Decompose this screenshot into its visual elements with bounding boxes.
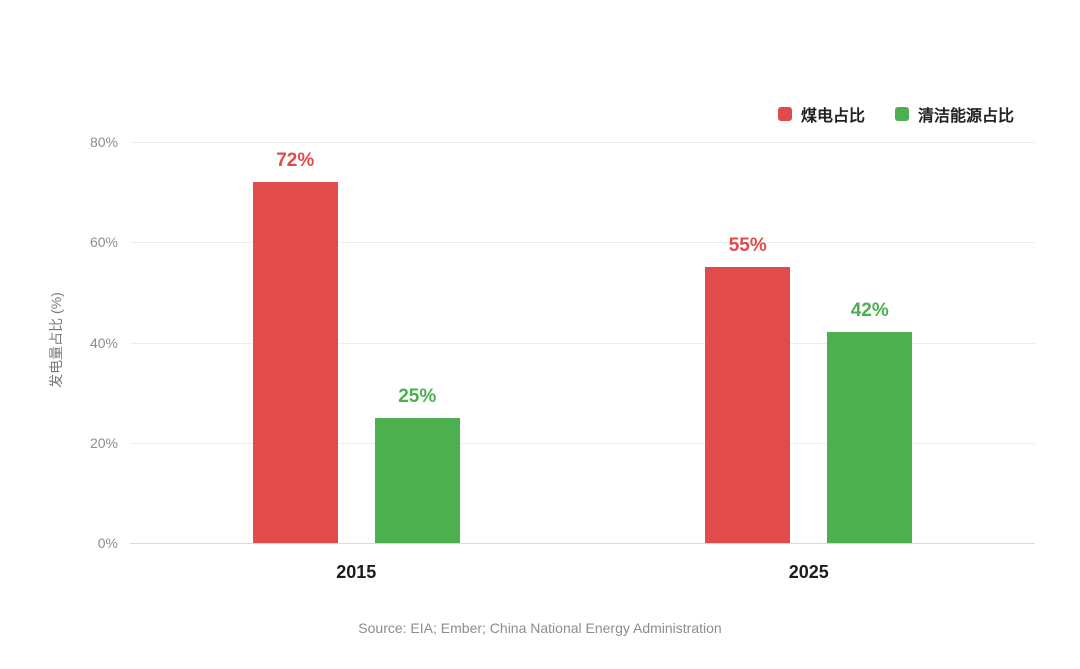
y-tick-label: 80% [89,134,118,150]
legend-swatch-icon [894,107,909,121]
bar-rect [705,267,791,543]
legend-item: 煤电占比 [777,102,865,126]
y-tick-label: 20% [89,434,118,451]
legend-label: 煤电占比 [800,108,865,125]
y-tick-label: 40% [89,334,118,351]
bar: 42% [827,300,913,543]
bar-rect [827,332,913,543]
plot-area: 72% 25% 55% 42% [130,142,1035,544]
x-axis-label: 2015 [336,562,377,582]
y-tick-label: 0% [97,535,118,551]
bar-value-label: 42% [850,300,889,322]
gridline [130,342,1035,344]
gridline [130,543,1035,544]
bar-value-label: 55% [728,235,767,257]
gridline [130,242,1035,244]
bar-groups: 72% 25% 55% 42% [130,142,1035,543]
legend-item: 清洁能源占比 [894,102,1014,126]
bar-group: 72% 25% [252,142,460,543]
y-axis-ticks: 0% 20% 40% 60% 80% [0,134,118,551]
x-axis-labels: 2015 2025 [130,562,1035,583]
bar: 25% [374,386,460,543]
y-tick-label: 60% [89,234,118,251]
gridline [130,142,1035,143]
legend-swatch-icon [777,107,792,121]
bar-rect [252,182,338,543]
bar-value-label: 72% [276,150,315,172]
bar: 55% [705,235,791,543]
legend-label: 清洁能源占比 [917,108,1014,125]
source-note: Source: EIA; Ember; China National Energ… [358,620,722,636]
x-axis-label: 2025 [788,562,829,582]
bar-rect [374,417,460,543]
bar-group: 55% 42% [705,142,913,543]
chart-legend: 煤电占比 清洁能源占比 [777,102,1014,126]
bar: 72% [252,150,338,543]
gridline [130,442,1035,444]
bar-value-label: 25% [398,385,437,407]
